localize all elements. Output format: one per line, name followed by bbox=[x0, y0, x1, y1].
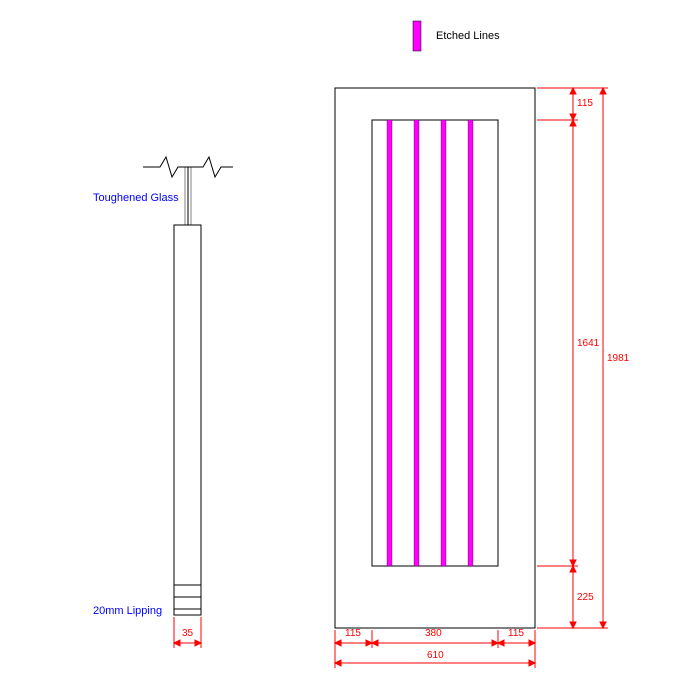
toughened-glass-label: Toughened Glass bbox=[93, 192, 179, 204]
dims-right bbox=[537, 88, 608, 628]
dim-225: 225 bbox=[577, 592, 594, 603]
legend-swatch bbox=[413, 21, 421, 51]
dim-115-left: 115 bbox=[345, 628, 361, 639]
front-view bbox=[335, 88, 535, 628]
dim-115-top: 115 bbox=[577, 98, 593, 109]
legend-label: Etched Lines bbox=[436, 30, 500, 42]
dim-610: 610 bbox=[427, 650, 444, 661]
side-view bbox=[143, 157, 233, 615]
dim-35: 35 bbox=[182, 628, 193, 639]
dim-115-right: 115 bbox=[508, 628, 524, 639]
dim-1641: 1641 bbox=[577, 338, 599, 349]
lipping-label: 20mm Lipping bbox=[93, 605, 162, 617]
dim-380: 380 bbox=[425, 628, 442, 639]
dim-1981: 1981 bbox=[607, 353, 629, 364]
